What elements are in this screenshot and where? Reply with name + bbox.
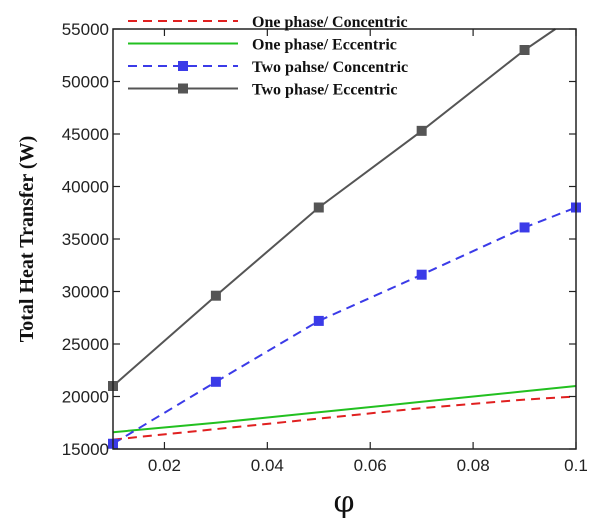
series-line-1: [112, 395, 577, 441]
series-3-point: [416, 269, 427, 280]
x-tick-label: 0.04: [251, 456, 284, 475]
legend: One phase/ Concentric One phase/ Eccentri…: [128, 14, 408, 99]
y-tick-label: 35000: [62, 230, 109, 249]
x-tick-label: 0.06: [354, 456, 387, 475]
legend-marker-4: [178, 83, 188, 94]
y-tick-label: 15000: [62, 440, 109, 459]
y-tick-label: 20000: [62, 388, 109, 407]
x-tick-label: 0.1: [564, 456, 588, 475]
x-tick-label: 0.08: [457, 456, 490, 475]
y-tick-label: 45000: [62, 125, 109, 144]
legend-label-3: Two pahse/ Concentric: [252, 59, 408, 76]
legend-label-2: One phase/ Eccentric: [252, 37, 397, 54]
y-tick-label: 40000: [62, 178, 109, 197]
series-line-4: [112, 28, 556, 387]
legend-marker-3: [178, 61, 188, 71]
y-axis-title: Total Heat Transfer (W): [16, 136, 38, 342]
x-axis-title: φ: [333, 485, 354, 520]
series-4-point: [210, 290, 221, 301]
y-tick-label: 55000: [62, 20, 109, 39]
y-tick-label: 30000: [62, 283, 109, 302]
x-tick-label: 0.02: [148, 456, 181, 475]
series-layer: [108, 28, 581, 449]
series-3-point: [519, 222, 530, 233]
ticks-layer: 0.02 0.04 0.06 0.08 0.1 15000 20000 25000 30000 3…: [62, 20, 588, 475]
legend-label-4: Two phase/ Eccentric: [252, 82, 397, 99]
series-line-2: [112, 385, 577, 434]
series-4-point: [416, 125, 427, 136]
series-3-point: [210, 376, 221, 387]
series-3-point: [313, 315, 324, 326]
legend-label-1: One phase/ Concentric: [252, 14, 408, 31]
series-4-point: [519, 45, 530, 55]
y-tick-label: 25000: [62, 335, 109, 354]
y-tick-label: 50000: [62, 73, 109, 92]
series-4-point: [313, 202, 324, 213]
